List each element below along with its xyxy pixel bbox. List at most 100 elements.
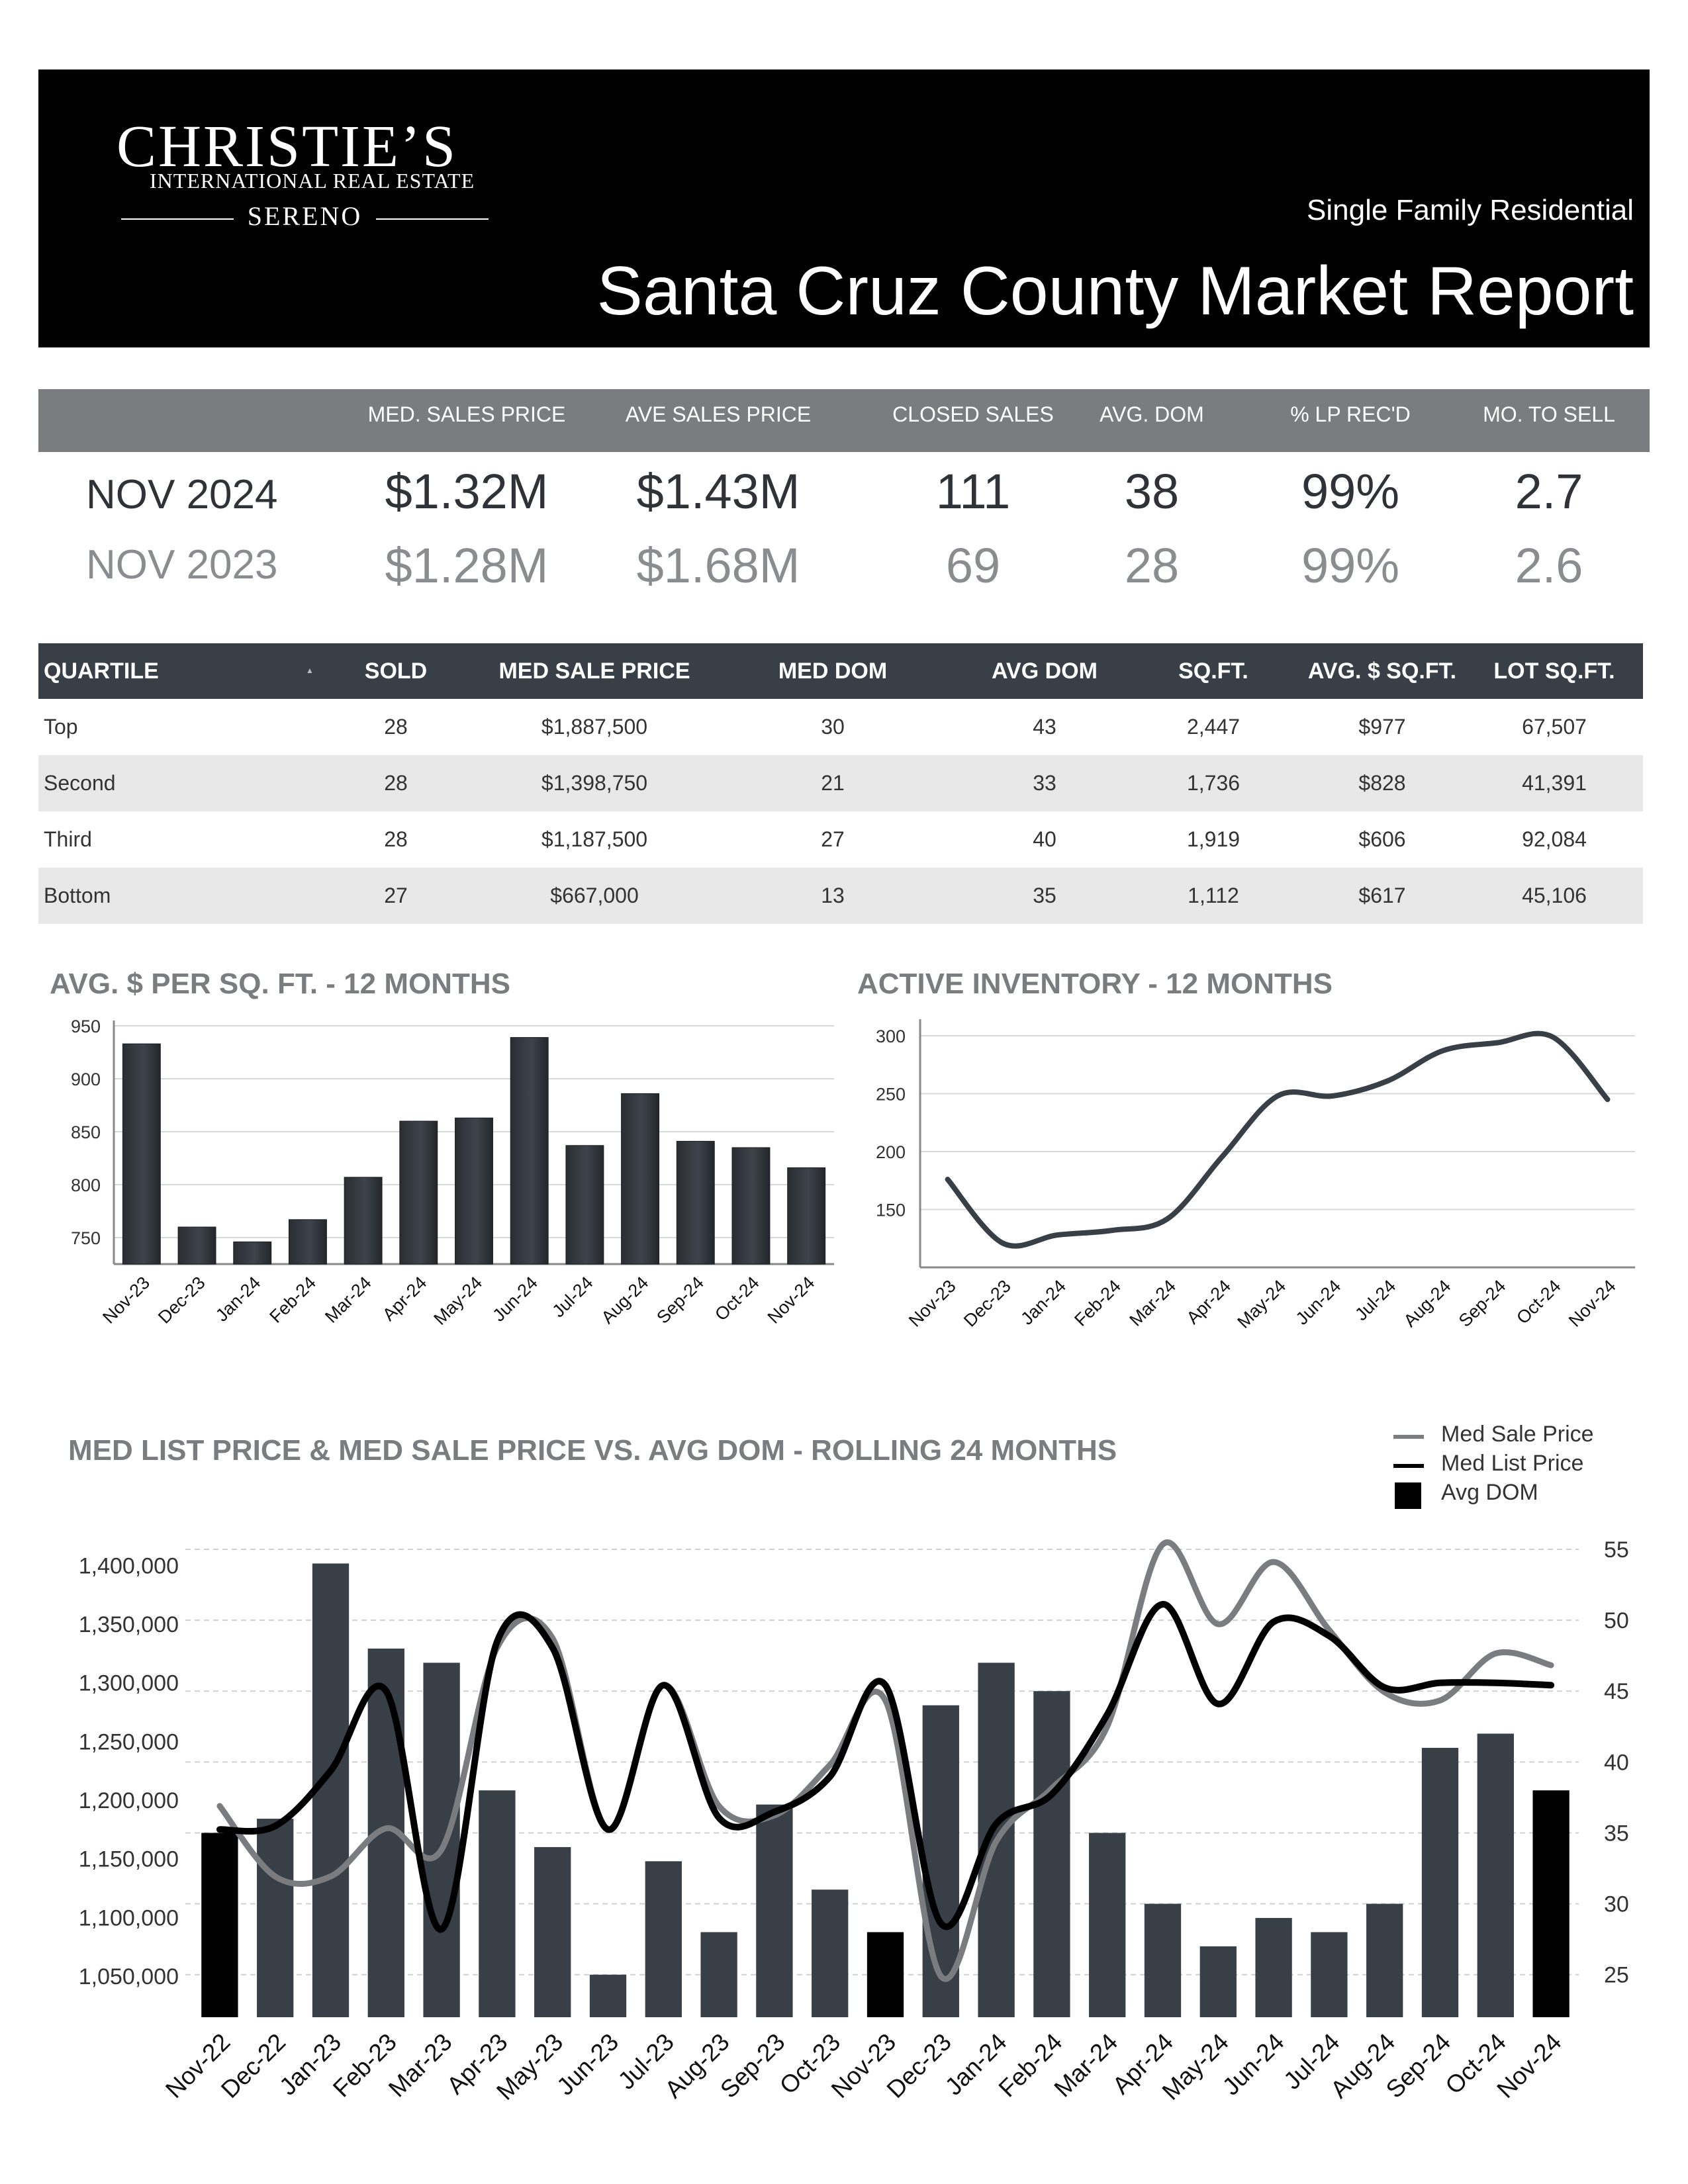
summary-previous-closed-sales: 69	[945, 538, 1001, 593]
summary-header-med-sales-price: MED. SALES PRICE	[367, 402, 566, 426]
cell-avg-price-sqft: $828	[1358, 771, 1406, 795]
summary-current-lp-recd: 99%	[1301, 464, 1400, 519]
summary-header-lp-recd: % LP REC'D	[1290, 402, 1411, 426]
bar-avg-dom-Jun-24	[1255, 1918, 1292, 2017]
bar-Jul-24	[565, 1145, 604, 1265]
table-row: Top 28 $1,887,500 30 43 2,447 $977 67,50…	[38, 699, 1643, 755]
summary-current-closed-sales: 111	[935, 464, 1011, 519]
bar-Sep-24	[676, 1140, 715, 1265]
y-tick-label: 750	[71, 1228, 101, 1248]
x-tick-label: Aug-24	[1400, 1276, 1455, 1331]
legend-label-med-list-price: Med List Price	[1441, 1451, 1584, 1476]
cell-sold: 28	[384, 771, 408, 795]
cell-med-sale-price: $667,000	[550, 884, 639, 907]
logo-wordmark: CHRISTIE’S	[117, 114, 458, 179]
cell-sqft: 1,736	[1186, 771, 1241, 795]
summary-previous-ave-sales-price: $1.68M	[636, 538, 800, 593]
cell-med-sale-price: $1,398,750	[541, 771, 648, 795]
summary-previous-med-sales-price: $1.28M	[385, 538, 549, 593]
x-tick-label: Mar-24	[321, 1273, 375, 1327]
y-tick-label: 800	[71, 1175, 101, 1195]
x-tick-label: Oct-24	[1513, 1276, 1565, 1328]
series-line-active-inventory	[945, 1030, 1611, 1249]
summary-header-ave-sales-price: AVE SALES PRICE	[625, 402, 812, 426]
cell-quartile: Second	[44, 771, 116, 795]
y-right-tick-label: 45	[1604, 1679, 1629, 1704]
bar-avg-dom-Mar-24	[1089, 1833, 1126, 2017]
col-header-med-dom[interactable]: MED DOM	[778, 659, 888, 684]
x-tick-label: Feb-24	[1070, 1276, 1125, 1330]
bar-Oct-24	[731, 1147, 771, 1265]
col-header-quartile[interactable]: QUARTILE	[44, 659, 159, 684]
quartile-table-header: QUARTILE ▲ SOLD MED SALE PRICE MED DOM A…	[38, 643, 1643, 699]
cell-med-sale-price: $1,887,500	[541, 715, 648, 739]
y-left-tick-label: 1,050,000	[79, 1964, 179, 1989]
y-right-tick-label: 30	[1604, 1892, 1629, 1917]
series-line-med-list-price	[216, 1600, 1555, 1933]
bar-avg-dom-Sep-24	[1421, 1747, 1459, 2017]
chart-title-price-per-sqft: AVG. $ PER SQ. FT. - 12 MONTHS	[50, 968, 510, 1000]
x-tick-label: Mar-24	[1125, 1276, 1180, 1330]
col-header-avg-dom[interactable]: AVG DOM	[992, 659, 1098, 684]
logo-rule-left	[121, 218, 234, 220]
x-tick-label: Dec-23	[154, 1273, 209, 1328]
bar-avg-dom-Nov-23	[867, 1932, 904, 2017]
cell-med-dom: 27	[821, 827, 845, 851]
x-tick-label: Jul-24	[548, 1273, 596, 1321]
y-left-tick-label: 1,250,000	[79, 1729, 179, 1754]
bar-avg-dom-Aug-24	[1366, 1903, 1403, 2017]
y-tick-label: 150	[876, 1201, 906, 1220]
sort-caret-icon[interactable]: ▲	[306, 666, 314, 675]
bar-avg-dom-Oct-23	[812, 1889, 849, 2017]
x-tick-label: Nov-23	[905, 1276, 960, 1331]
cell-sold: 28	[384, 827, 408, 851]
cell-sold: 28	[384, 715, 408, 739]
bar-avg-dom-Nov-22	[201, 1833, 238, 2017]
legend-swatch-med-list-price	[1393, 1464, 1424, 1468]
x-tick-label: Jun-24	[1292, 1276, 1345, 1329]
y-tick-label: 250	[876, 1085, 906, 1105]
x-tick-label: Jul-24	[1351, 1276, 1399, 1324]
report-subtitle: Single Family Residential	[1307, 194, 1634, 226]
series-line-med-sale-price	[216, 1539, 1554, 1982]
cell-quartile: Top	[44, 715, 78, 739]
bar-Jan-24	[233, 1241, 272, 1265]
bar-avg-dom-Feb-24	[1033, 1691, 1070, 2017]
cell-sqft: 1,112	[1188, 884, 1239, 907]
y-tick-label: 950	[71, 1017, 101, 1036]
col-header-med-sale-price[interactable]: MED SALE PRICE	[498, 659, 690, 684]
logo-subtitle: INTERNATIONAL REAL ESTATE	[150, 169, 475, 193]
bar-May-24	[455, 1117, 493, 1265]
x-tick-label: Apr-24	[1183, 1276, 1235, 1328]
summary-previous-avg-dom: 28	[1124, 538, 1180, 593]
summary-current-avg-dom: 38	[1124, 464, 1180, 519]
col-header-sold[interactable]: SOLD	[364, 659, 428, 684]
y-left-tick-label: 1,200,000	[79, 1788, 179, 1813]
bar-avg-dom-Apr-23	[479, 1790, 516, 2017]
cell-lot-sqft: 45,106	[1522, 884, 1587, 907]
x-tick-label: Mar-24	[1049, 2028, 1123, 2103]
cell-avg-dom: 43	[1033, 715, 1056, 739]
cell-sold: 27	[384, 884, 408, 907]
cell-sqft: 2,447	[1186, 715, 1241, 739]
x-tick-label: Jun-23	[551, 2028, 624, 2101]
bar-avg-dom-Apr-24	[1144, 1903, 1182, 2017]
x-tick-label: Aug-24	[598, 1273, 653, 1328]
y-right-tick-label: 25	[1604, 1963, 1629, 1988]
x-tick-label: Dec-23	[960, 1276, 1015, 1331]
bar-avg-dom-Dec-22	[257, 1819, 294, 2017]
chart-title-rolling-24: MED LIST PRICE & MED SALE PRICE VS. AVG …	[68, 1434, 1117, 1467]
quartile-table: QUARTILE ▲ SOLD MED SALE PRICE MED DOM A…	[38, 643, 1643, 924]
bar-avg-dom-Mar-23	[423, 1662, 460, 2017]
chart-title-active-inventory: ACTIVE INVENTORY - 12 MONTHS	[857, 968, 1333, 1000]
col-header-sqft[interactable]: SQ.FT.	[1178, 659, 1248, 684]
summary-header-closed-sales: CLOSED SALES	[892, 402, 1054, 426]
summary-current-label: NOV 2024	[86, 472, 278, 518]
cell-lot-sqft: 92,084	[1522, 827, 1587, 851]
x-tick-label: May-24	[1233, 1276, 1289, 1332]
cell-quartile: Third	[44, 827, 92, 851]
cell-lot-sqft: 67,507	[1522, 715, 1587, 739]
col-header-avg-price-sqft[interactable]: AVG. $ SQ.FT.	[1307, 659, 1457, 684]
col-header-lot-sqft[interactable]: LOT SQ.FT.	[1493, 659, 1615, 684]
